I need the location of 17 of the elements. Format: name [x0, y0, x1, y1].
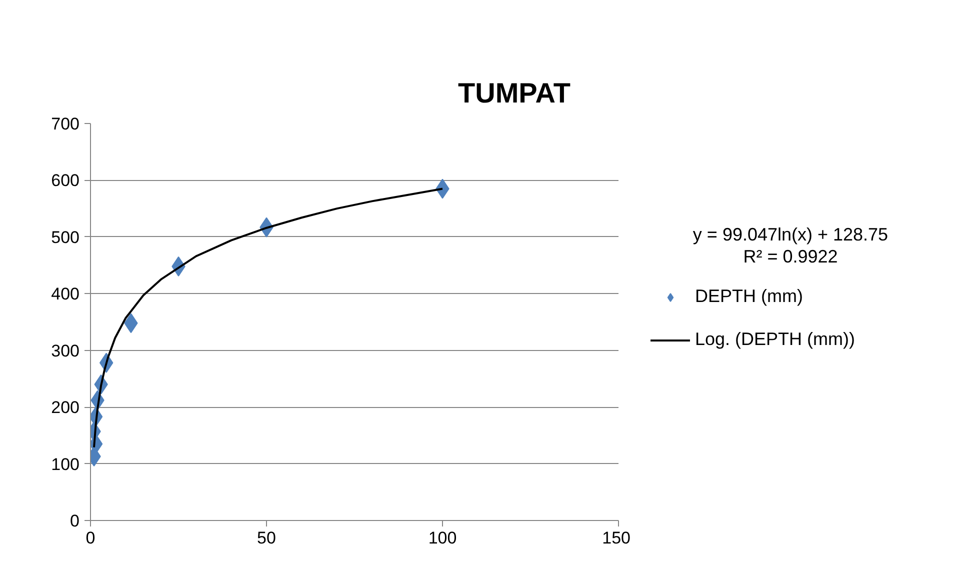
y-tick-label: 0 — [70, 512, 80, 530]
y-tick-label: 500 — [51, 228, 80, 247]
y-tick-label: 100 — [51, 454, 80, 474]
y-tick-label: 600 — [51, 171, 80, 190]
x-tick-label: 100 — [428, 528, 457, 548]
legend-label: DEPTH (mm) — [695, 286, 803, 307]
x-tick-label: 0 — [86, 528, 96, 548]
y-tick-label: 200 — [51, 398, 80, 418]
legend-label: Log. (DEPTH (mm)) — [695, 329, 856, 350]
x-tick-label: 150 — [602, 528, 631, 548]
chart-title: TUMPAT — [458, 78, 571, 108]
x-tick-label: 50 — [257, 528, 276, 548]
y-tick-label: 700 — [51, 114, 80, 134]
y-tick-label: 400 — [51, 284, 80, 304]
text: R² = 0.9922 — [743, 246, 838, 266]
text: y = 99.047ln(x) + 128.75 — [692, 224, 888, 245]
y-tick-label: 300 — [51, 341, 80, 360]
